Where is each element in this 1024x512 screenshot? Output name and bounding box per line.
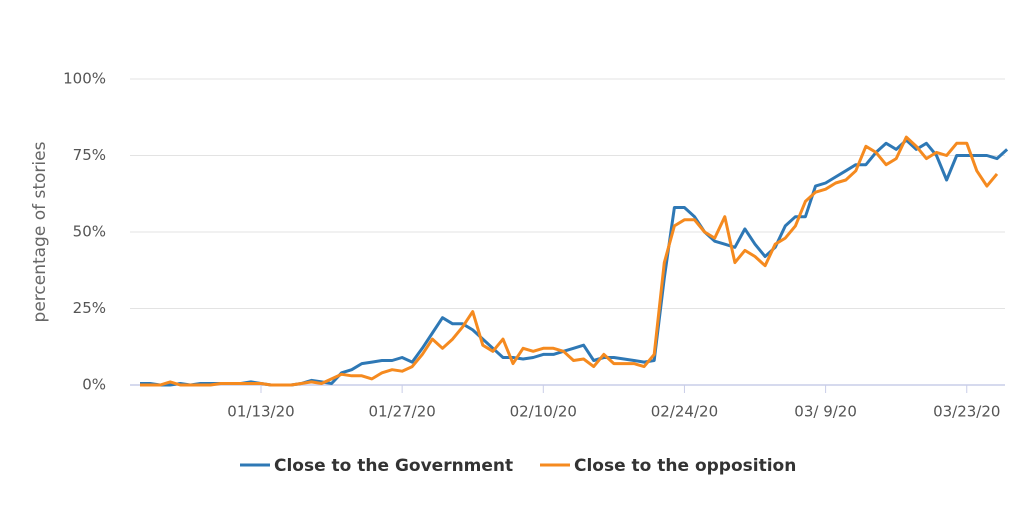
x-tick-label: 01/13/20 [227, 403, 294, 421]
y-tick-label: 50% [73, 223, 106, 241]
y-tick-label: 100% [63, 70, 106, 88]
y-tick-label: 0% [82, 376, 106, 394]
x-tick-label: 02/10/20 [510, 403, 577, 421]
x-tick-label: 03/ 9/20 [794, 403, 857, 421]
y-tick-label: 75% [73, 146, 106, 164]
series-line [140, 138, 1009, 387]
y-axis-label: percentage of stories [30, 141, 50, 322]
legend-label: Close to the Government [274, 456, 513, 476]
y-tick-label: 25% [73, 299, 106, 317]
x-tick-label: 01/27/20 [368, 403, 435, 421]
x-tick-label: 03/23/20 [933, 403, 1000, 421]
legend-label: Close to the opposition [574, 456, 796, 476]
x-tick-label: 02/24/20 [651, 403, 718, 421]
series-line [140, 135, 999, 387]
